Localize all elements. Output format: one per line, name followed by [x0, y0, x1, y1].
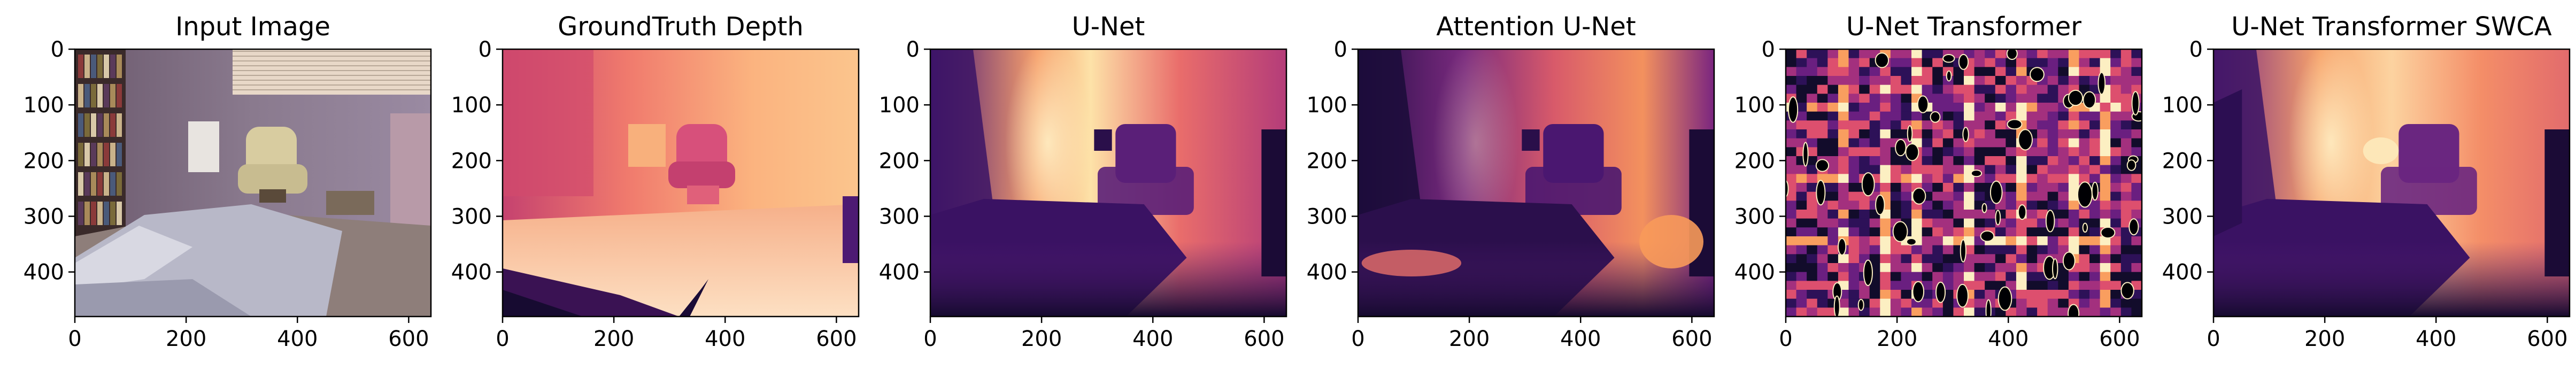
panel-4: Attention U-Net 0 200 400 600 0 100 200 300 400 — [1307, 12, 1715, 351]
y-tick-label: 200 — [1734, 149, 1775, 173]
panel-title: GroundTruth Depth — [558, 12, 804, 42]
panel-6: U-Net Transformer SWCA 0 200 400 600 0 100 200 3… — [2162, 12, 2571, 351]
x-tick-label: 0 — [923, 327, 937, 351]
y-tick-label: 100 — [879, 93, 920, 118]
y-tick-label: 400 — [451, 260, 492, 285]
y-tick-label: 0 — [1334, 37, 1347, 62]
x-tick-label: 400 — [2416, 327, 2456, 351]
panel-title: U-Net Transformer — [1846, 12, 2081, 42]
y-tick-label: 0 — [51, 37, 64, 62]
y-tick-label: 0 — [1762, 37, 1775, 62]
y-tick-label: 0 — [906, 37, 920, 62]
panel-title: Input Image — [175, 12, 330, 42]
x-tick-label: 200 — [2304, 327, 2345, 351]
panel-1: Input Image 0 200 400 600 0 100 200 300 400 — [24, 12, 432, 351]
x-tick-label: 600 — [388, 327, 429, 351]
y-tick-label: 200 — [879, 149, 920, 173]
x-tick-label: 0 — [2207, 327, 2220, 351]
swca-image — [2213, 49, 2570, 317]
y-tick-label: 100 — [24, 93, 64, 118]
axes-frame — [502, 48, 860, 318]
attn-image — [1358, 49, 1714, 317]
x-tick-label: 200 — [1021, 327, 1062, 351]
x-tick-label: 400 — [1132, 327, 1173, 351]
x-tick-label: 0 — [68, 327, 81, 351]
photo-image — [75, 49, 431, 317]
y-tick-label: 200 — [451, 149, 492, 173]
y-tick-label: 400 — [2162, 260, 2203, 285]
x-tick-label: 400 — [1560, 327, 1601, 351]
y-tick-label: 200 — [2162, 149, 2203, 173]
panel-title: Attention U-Net — [1436, 12, 1636, 42]
x-tick-label: 400 — [705, 327, 745, 351]
x-tick-label: 0 — [1351, 327, 1364, 351]
x-tick-label: 600 — [2099, 327, 2140, 351]
y-tick-label: 300 — [2162, 205, 2203, 229]
y-tick-label: 300 — [1307, 205, 1347, 229]
gt-image — [503, 49, 859, 317]
x-tick-label: 0 — [496, 327, 509, 351]
x-tick-label: 200 — [1449, 327, 1490, 351]
x-tick-label: 600 — [2527, 327, 2567, 351]
x-tick-label: 200 — [1877, 327, 1917, 351]
y-tick-label: 200 — [1307, 149, 1347, 173]
y-tick-label: 100 — [1734, 93, 1775, 118]
y-tick-label: 100 — [1307, 93, 1347, 118]
axes-frame — [929, 48, 1287, 318]
x-tick-label: 200 — [166, 327, 206, 351]
x-tick-label: 600 — [1244, 327, 1284, 351]
panel-title: U-Net — [1072, 12, 1145, 42]
axes-frame — [1357, 48, 1715, 318]
unet-image — [930, 49, 1286, 317]
y-tick-label: 200 — [24, 149, 64, 173]
y-tick-label: 400 — [879, 260, 920, 285]
panel-2: GroundTruth Depth 0 200 400 600 0 100 200 300 400 — [451, 12, 860, 351]
y-tick-label: 100 — [451, 93, 492, 118]
y-tick-label: 300 — [879, 205, 920, 229]
axes-frame — [74, 48, 432, 318]
panel-3: U-Net 0 200 400 600 0 100 200 300 400 — [879, 12, 1287, 351]
x-tick-label: 0 — [1779, 327, 1792, 351]
x-tick-label: 400 — [277, 327, 318, 351]
y-tick-label: 0 — [2189, 37, 2203, 62]
y-tick-label: 100 — [2162, 93, 2203, 118]
panel-title: U-Net Transformer SWCA — [2231, 12, 2552, 42]
noise-image — [1786, 49, 2142, 317]
y-tick-label: 400 — [1734, 260, 1775, 285]
y-tick-label: 400 — [24, 260, 64, 285]
x-tick-label: 200 — [593, 327, 634, 351]
x-tick-label: 600 — [1671, 327, 1712, 351]
axes-frame — [2212, 48, 2571, 318]
panel-5: U-Net Transformer 0 200 400 600 0 100 200 300 400 — [1734, 12, 2143, 351]
y-tick-label: 400 — [1307, 260, 1347, 285]
y-tick-label: 300 — [1734, 205, 1775, 229]
x-tick-label: 400 — [1988, 327, 2029, 351]
y-tick-label: 300 — [451, 205, 492, 229]
axes-frame — [1785, 48, 2143, 318]
x-tick-label: 600 — [816, 327, 857, 351]
y-tick-label: 300 — [24, 205, 64, 229]
y-tick-label: 0 — [479, 37, 492, 62]
